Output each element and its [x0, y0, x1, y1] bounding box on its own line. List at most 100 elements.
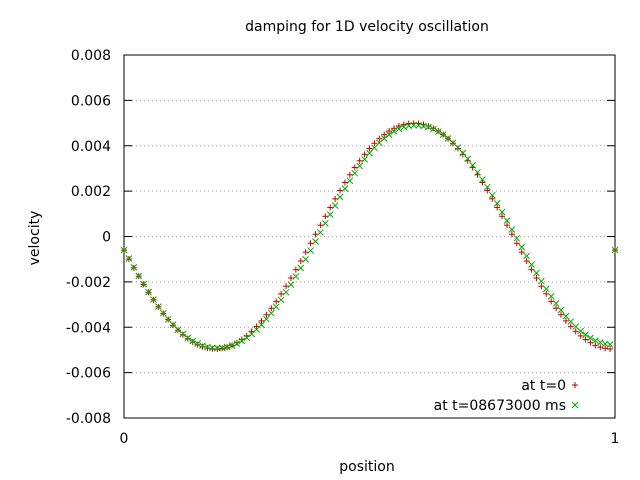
data-point-series-1	[499, 213, 506, 220]
data-point-series-1	[356, 157, 363, 164]
data-point-series-2-stroke	[483, 183, 491, 191]
data-point-series-2	[518, 243, 526, 251]
data-point-series-2-stroke	[577, 327, 584, 335]
data-point-series-1	[503, 222, 510, 229]
data-point-series-2-stroke	[238, 337, 246, 345]
data-point-series-2-stroke	[474, 168, 481, 176]
data-point-series-2-stroke	[582, 331, 589, 339]
data-point-series-2	[503, 217, 511, 224]
data-point-series-1	[322, 213, 329, 220]
data-point-series-2	[317, 229, 324, 236]
data-point-series-2-stroke	[542, 285, 550, 293]
data-point-series-2	[238, 337, 246, 345]
data-point-series-1	[518, 249, 525, 256]
data-point-series-2-stroke	[194, 340, 202, 347]
data-point-series-2	[199, 342, 206, 349]
data-point-series-1	[523, 258, 530, 265]
y-tick-label: 0.008	[71, 48, 111, 64]
data-point-series-2-stroke	[459, 149, 467, 157]
data-point-series-2	[596, 339, 604, 346]
legend: at t=0 at t=08673000 ms	[434, 378, 579, 414]
data-point-series-2	[429, 125, 437, 133]
data-point-series-1	[454, 145, 461, 152]
data-point-series-2	[582, 331, 589, 339]
data-point-series-2	[528, 261, 535, 268]
data-point-series-1	[597, 344, 604, 351]
data-point-series-1	[199, 343, 206, 350]
data-point-series-2-stroke	[464, 155, 472, 163]
data-point-series-2	[228, 342, 236, 349]
legend-label-series-1: at t=0	[521, 378, 566, 394]
y-tick-label: -0.006	[66, 366, 111, 382]
data-point-series-1	[391, 125, 398, 132]
y-tick-label: 0.004	[71, 139, 111, 155]
data-point-series-1	[371, 140, 378, 147]
y-tick-label: 0	[102, 230, 111, 246]
data-point-series-1	[302, 249, 309, 256]
data-point-series-2	[164, 315, 172, 323]
data-point-series-2	[425, 123, 432, 131]
data-point-series-2	[272, 303, 280, 311]
data-point-series-1	[351, 164, 358, 171]
data-point-series-2-stroke	[174, 326, 182, 334]
data-point-series-2-stroke	[434, 128, 442, 136]
data-point-series-2	[469, 161, 476, 169]
data-point-series-2	[366, 149, 373, 157]
data-point-series-1	[430, 125, 437, 132]
data-point-series-2-stroke	[547, 293, 555, 300]
x-tick-label: 0	[120, 431, 129, 447]
data-point-series-2	[351, 169, 359, 177]
data-point-series-1	[553, 305, 560, 312]
data-point-series-2	[587, 334, 594, 342]
data-point-series-2-stroke	[218, 344, 226, 352]
data-point-series-1	[366, 145, 373, 152]
data-point-series-2	[454, 144, 462, 151]
data-point-series-1	[307, 240, 314, 247]
data-point-series-2-stroke	[164, 315, 172, 323]
data-point-series-2-stroke	[150, 296, 157, 303]
data-point-series-2-stroke	[405, 122, 413, 130]
series-2	[120, 121, 619, 352]
data-point-series-2	[145, 288, 152, 296]
data-point-series-2	[150, 296, 157, 303]
legend-label-series-2: at t=08673000 ms	[434, 398, 566, 414]
data-point-series-2-stroke	[326, 211, 334, 218]
data-point-series-2	[508, 226, 516, 233]
data-point-series-1	[189, 338, 196, 345]
data-point-series-2	[557, 306, 565, 314]
chart-title: damping for 1D velocity oscillation	[245, 19, 489, 35]
data-point-series-2-stroke	[454, 144, 462, 151]
data-point-series-2	[542, 285, 550, 293]
data-point-series-2-stroke	[429, 125, 437, 133]
tick-labels: 0.008 0.006 0.004 0.002 0 -0.002 -0.004 -0.006 -…	[66, 48, 620, 447]
legend-marker-symbol-stroke	[571, 401, 579, 409]
data-point-series-2-stroke	[287, 281, 295, 288]
data-point-series-1	[602, 345, 609, 352]
data-point-series-2-stroke	[439, 131, 447, 138]
data-point-series-2-stroke	[469, 161, 476, 169]
data-point-series-2-stroke	[312, 238, 319, 245]
data-point-series-2-stroke	[606, 341, 614, 348]
data-point-series-2	[380, 135, 388, 142]
data-point-series-1	[572, 328, 579, 335]
y-tick-label: -0.008	[66, 411, 111, 427]
data-point-series-2	[552, 300, 560, 307]
data-point-series-2-stroke	[179, 330, 187, 338]
data-point-series-1	[508, 231, 515, 238]
data-point-series-2-stroke	[562, 312, 570, 320]
data-point-series-2-stroke	[120, 246, 128, 254]
data-point-series-2-stroke	[159, 309, 167, 317]
data-point-series-2-stroke	[341, 185, 349, 192]
y-tick-label: 0.006	[71, 93, 111, 109]
data-point-series-1	[292, 266, 299, 273]
data-point-series-1	[587, 339, 594, 346]
data-point-series-1	[489, 195, 496, 202]
data-point-series-1	[268, 305, 275, 312]
data-point-series-2-stroke	[223, 343, 231, 351]
data-point-series-2	[513, 234, 521, 242]
data-point-series-1	[425, 123, 432, 130]
data-point-series-2-stroke	[297, 264, 305, 272]
data-point-series-1	[253, 323, 260, 330]
data-point-series-2	[533, 269, 540, 277]
